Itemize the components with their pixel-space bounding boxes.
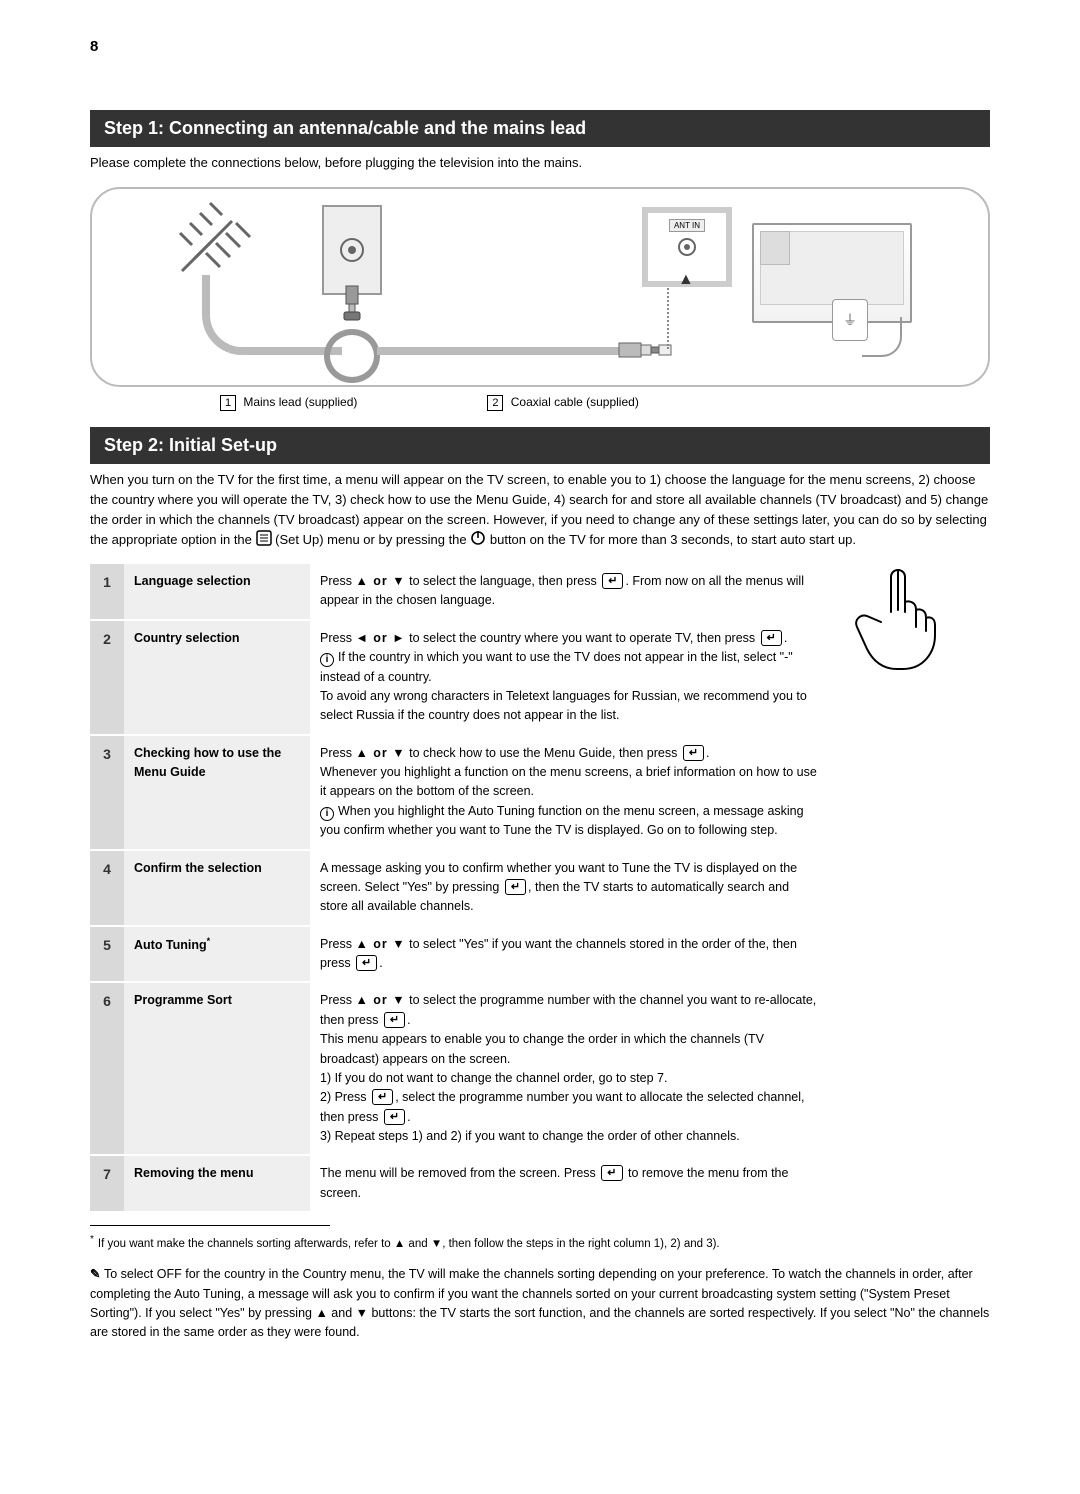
step-desc: Press ▲ or ▼ to select "Yes" if you want…: [310, 926, 830, 983]
step-name: Confirm the selection: [124, 850, 310, 926]
callout-1: 1 Mains lead (supplied): [220, 395, 357, 411]
step-desc: Press ▲ or ▼ to check how to use the Men…: [310, 735, 830, 850]
step-number: 1: [90, 563, 124, 620]
step-desc: Press ▲ or ▼ to select the programme num…: [310, 982, 830, 1155]
step-number: 6: [90, 982, 124, 1155]
step-number: 7: [90, 1155, 124, 1211]
step-desc: A message asking you to confirm whether …: [310, 850, 830, 926]
note-heading-icon: [90, 1267, 104, 1281]
step-desc: The menu will be removed from the screen…: [310, 1155, 830, 1211]
diagram-callouts: 1 Mains lead (supplied) 2 Coaxial cable …: [90, 395, 990, 411]
enter-key-icon: [505, 879, 526, 895]
step-desc: Press ◄ or ► to select the country where…: [310, 620, 830, 735]
enter-key-icon: [384, 1109, 405, 1125]
info-icon: i: [320, 653, 334, 667]
callout-number: 1: [220, 395, 236, 411]
enter-key-icon: [372, 1089, 393, 1105]
enter-key-icon: [761, 630, 782, 646]
step-name: Programme Sort: [124, 982, 310, 1155]
wall-outlet-icon: [832, 299, 868, 341]
step-number: 3: [90, 735, 124, 850]
setup-steps-table: 1 Language selection Press ▲ or ▼ to sel…: [90, 562, 830, 1211]
section2-intro: When you turn on the TV for the first ti…: [90, 470, 990, 551]
cable-segment: [202, 275, 342, 355]
enter-key-icon: [683, 745, 704, 761]
callout-text: Mains lead (supplied): [243, 395, 357, 409]
cable-loop-icon: [324, 329, 380, 383]
step-desc: Press ▲ or ▼ to select the language, the…: [310, 563, 830, 620]
footnote-rule: [90, 1225, 330, 1226]
step-name: Auto Tuning*: [124, 926, 310, 983]
note-block: To select OFF for the country in the Cou…: [90, 1265, 990, 1343]
info-icon: i: [320, 807, 334, 821]
mains-cord: [862, 317, 902, 357]
step-name: Country selection: [124, 620, 310, 735]
step-name: Checking how to use the Menu Guide: [124, 735, 310, 850]
antenna-icon: [172, 201, 272, 286]
section2-title: Step 2: Initial Set-up: [90, 427, 990, 464]
section1-title: Step 1: Connecting an antenna/cable and …: [90, 110, 990, 147]
coax-plug-icon: [340, 284, 364, 322]
callout-2: 2 Coaxial cable (supplied): [487, 395, 638, 411]
enter-key-icon: [384, 1012, 405, 1028]
enter-key-icon: [601, 1165, 622, 1181]
callout-number: 2: [487, 395, 503, 411]
step-number: 4: [90, 850, 124, 926]
enter-key-icon: [356, 955, 377, 971]
step-name: Language selection: [124, 563, 310, 620]
port-label: ANT IN: [669, 219, 705, 232]
connection-diagram: ANT IN ▲: [90, 187, 990, 387]
section1-intro: Please complete the connections below, b…: [90, 153, 990, 173]
step-number: 5: [90, 926, 124, 983]
step-number: 2: [90, 620, 124, 735]
setup-icon: [256, 530, 272, 546]
enter-key-icon: [602, 573, 623, 589]
callout-text: Coaxial cable (supplied): [511, 395, 639, 409]
footnote: *If you want make the channels sorting a…: [90, 1232, 990, 1253]
pointing-hand-icon: [848, 562, 958, 682]
step-name: Removing the menu: [124, 1155, 310, 1211]
power-icon: [470, 530, 486, 546]
arrow-up-icon: ▲: [678, 271, 694, 289]
cable-segment: [377, 347, 627, 355]
page-number: 8: [90, 38, 98, 55]
